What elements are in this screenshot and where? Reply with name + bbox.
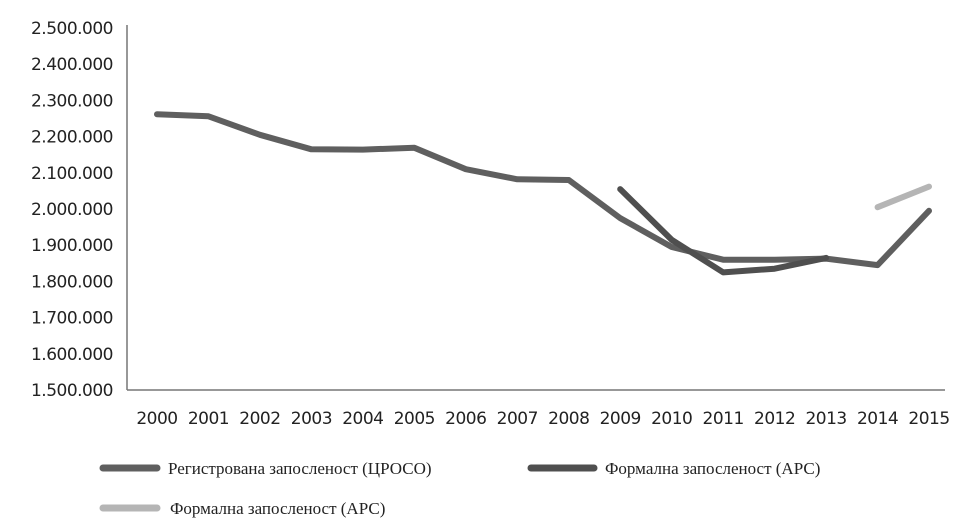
x-tick-label: 2008 — [548, 409, 589, 429]
series-line-2 — [617, 186, 830, 276]
y-tick-label: 2.200.000 — [31, 128, 113, 148]
x-tick-label: 2006 — [445, 409, 486, 429]
y-tick-label: 1.800.000 — [31, 272, 113, 292]
legend-label-series-1: Регистрована запосленост (ЦРОСО) — [168, 459, 432, 478]
x-tick-label: 2001 — [188, 409, 229, 429]
y-tick-label: 2.300.000 — [31, 91, 113, 111]
legend-label-series-2: Формална запосленост (АРС) — [605, 459, 820, 478]
legend-label-series-3: Формална запосленост (АРС) — [170, 499, 385, 518]
y-tick-label: 1.700.000 — [31, 309, 113, 329]
y-axis-tick-labels: 1.500.000 1.600.000 1.700.000 1.800.000 1.90… — [31, 19, 114, 401]
x-tick-label: 2009 — [600, 409, 641, 429]
legend: Регистрована запосленост (ЦРОСО) Формалн… — [99, 459, 820, 518]
series-line-3 — [874, 183, 932, 211]
x-tick-label: 2012 — [754, 409, 795, 429]
x-tick-label: 2004 — [342, 409, 383, 429]
series-line-1 — [154, 111, 932, 269]
series-lines — [154, 111, 932, 276]
y-tick-label: 2.000.000 — [31, 200, 113, 220]
y-tick-label: 2.500.000 — [31, 19, 113, 39]
x-tick-label: 2011 — [703, 409, 744, 429]
x-tick-label: 2014 — [857, 409, 898, 429]
y-tick-label: 2.100.000 — [31, 164, 113, 184]
y-tick-label: 1.500.000 — [31, 381, 113, 401]
x-tick-label: 2007 — [497, 409, 538, 429]
x-tick-label: 2005 — [394, 409, 435, 429]
x-tick-label: 2003 — [291, 409, 332, 429]
y-tick-label: 1.600.000 — [31, 345, 113, 365]
x-axis-tick-labels: 2000 2001 2002 2003 2004 2005 2006 2007 2008 2009… — [136, 409, 950, 429]
x-tick-label: 2010 — [651, 409, 692, 429]
y-tick-label: 1.900.000 — [31, 236, 113, 256]
x-tick-label: 2013 — [805, 409, 846, 429]
x-tick-label: 2000 — [136, 409, 177, 429]
x-tick-label: 2015 — [908, 409, 949, 429]
x-tick-label: 2002 — [239, 409, 280, 429]
y-tick-label: 2.400.000 — [31, 55, 113, 75]
